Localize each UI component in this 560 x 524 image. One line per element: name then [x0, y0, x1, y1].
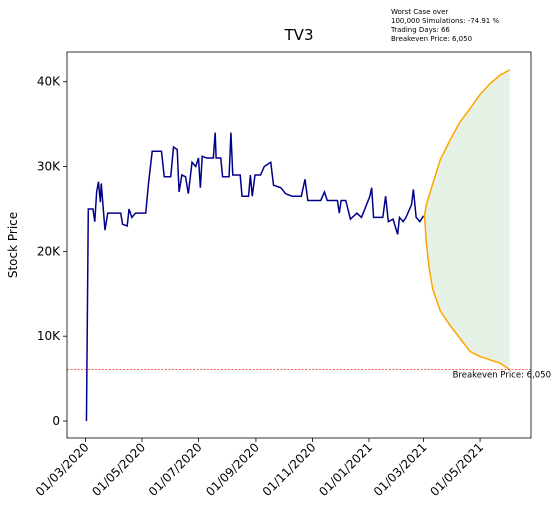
- x-tick-label: 01/05/2020: [89, 440, 148, 499]
- y-tick-label: 30K: [37, 160, 61, 174]
- x-tick-label: 01/03/2021: [371, 440, 430, 499]
- annotation: Trading Days: 66: [390, 26, 450, 34]
- chart-title: TV3: [284, 26, 314, 44]
- x-tick-label: 01/05/2021: [427, 440, 486, 499]
- price-line: [85, 132, 425, 422]
- price-line: [423, 215, 511, 371]
- annotation: Worst Case over: [391, 8, 448, 16]
- annotation: 100,000 Simulations: -74.91 %: [391, 17, 499, 25]
- y-tick-label: 40K: [37, 75, 61, 89]
- y-tick-label: 0: [52, 414, 60, 428]
- x-tick-label: 01/07/2020: [146, 440, 205, 499]
- annotation: Breakeven Price: 6,050: [391, 35, 472, 43]
- x-tick-label: 01/11/2020: [260, 440, 319, 499]
- price-line: [423, 69, 511, 216]
- y-tick-label: 10K: [37, 329, 61, 343]
- x-tick-label: 01/01/2021: [316, 440, 375, 499]
- x-tick-label: 01/09/2020: [203, 440, 262, 499]
- y-tick-label: 20K: [37, 244, 61, 258]
- x-tick-label: 01/03/2020: [33, 440, 92, 499]
- y-axis-label: Stock Price: [6, 212, 20, 278]
- simulation-range: [424, 69, 510, 370]
- plot-frame: [66, 51, 532, 439]
- breakeven-label: Breakeven Price: 6,050: [453, 371, 551, 381]
